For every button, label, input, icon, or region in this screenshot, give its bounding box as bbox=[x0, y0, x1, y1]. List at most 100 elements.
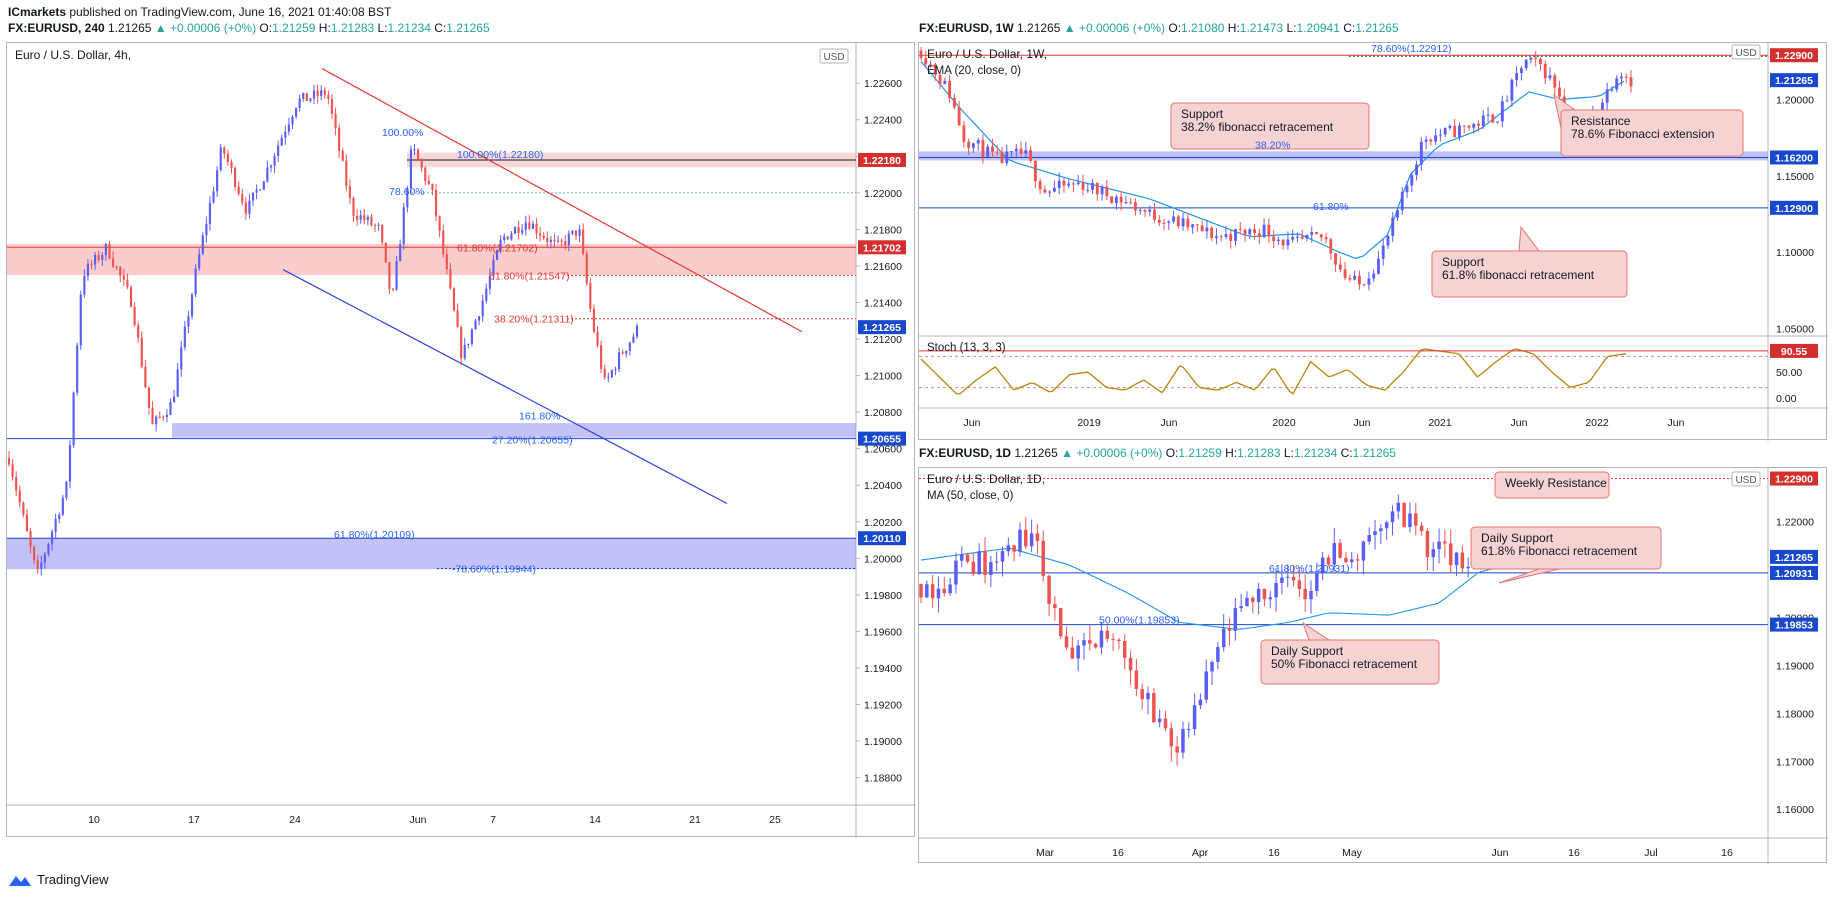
candle-body bbox=[395, 261, 398, 290]
chart-4h-panel[interactable]: 1.226001.224001.222001.220001.218001.216… bbox=[6, 42, 916, 838]
price-tick-label: 1.20800 bbox=[864, 407, 902, 419]
candle-body bbox=[560, 240, 563, 242]
candle-body bbox=[198, 253, 201, 269]
note-resistance-786-line: Resistance bbox=[1571, 114, 1631, 128]
candle-body bbox=[40, 562, 43, 569]
candle-body bbox=[1303, 588, 1307, 600]
candle-body bbox=[348, 186, 351, 199]
price-tick-label: 1.18800 bbox=[864, 773, 902, 785]
candle-body bbox=[600, 345, 603, 369]
candle-body bbox=[1285, 576, 1290, 578]
candle-body bbox=[539, 233, 542, 236]
publisher-name: ICmarkets bbox=[8, 5, 67, 19]
candle-body bbox=[158, 416, 161, 418]
candle-body bbox=[919, 50, 923, 58]
candle-body bbox=[1227, 628, 1232, 631]
time-label: 2020 bbox=[1272, 417, 1296, 429]
note-weekly-resistance-line: Weekly Resistance bbox=[1505, 476, 1607, 490]
candle-body bbox=[1012, 545, 1016, 552]
price-tick-label: 1.20200 bbox=[864, 517, 902, 529]
candle-body bbox=[287, 124, 290, 132]
chart-weekly-panel[interactable]: 1.20000 1.15000 1.10000 1.05000 50.00 0.00 90.… bbox=[918, 42, 1828, 441]
candle-body bbox=[485, 288, 488, 301]
candle-body bbox=[187, 316, 190, 327]
candle-body bbox=[417, 149, 420, 160]
candle-body bbox=[255, 189, 258, 193]
daily-last: 1.21265 bbox=[1014, 446, 1058, 460]
candle-body bbox=[481, 300, 484, 317]
candle-body bbox=[1095, 183, 1099, 195]
daily-high: 1.21283 bbox=[1237, 446, 1281, 460]
left-high: 1.21283 bbox=[330, 21, 375, 35]
candle-body bbox=[1496, 121, 1500, 123]
chart-4h-svg[interactable]: 1.226001.224001.222001.220001.218001.216… bbox=[7, 43, 916, 838]
candle-body bbox=[295, 107, 298, 117]
candle-body bbox=[140, 337, 143, 367]
candle-body bbox=[1367, 535, 1371, 542]
candle-body bbox=[610, 370, 613, 377]
note-support-382-box bbox=[1170, 102, 1370, 150]
candle-body bbox=[18, 490, 21, 503]
note-support-618-box bbox=[1431, 250, 1628, 298]
price-tag-1.21702: 1.21702 bbox=[863, 242, 901, 254]
candle-body bbox=[585, 253, 588, 284]
price-tag-1.16200-bg bbox=[1770, 150, 1818, 165]
candle-body bbox=[936, 588, 941, 599]
candle-body bbox=[1157, 718, 1162, 723]
fib-label: -78.60%(1.19944) bbox=[452, 564, 536, 576]
candle-body bbox=[607, 376, 610, 378]
candle-body bbox=[1114, 196, 1118, 204]
fib-label: 61.80%(1.21547) bbox=[489, 271, 570, 283]
price-tag-1.22180-bg bbox=[858, 152, 906, 167]
currency-badge: USD bbox=[1735, 475, 1756, 486]
candle-body bbox=[513, 227, 517, 234]
candle-body bbox=[1024, 150, 1028, 154]
note-daily-support-618-tail bbox=[1498, 568, 1560, 584]
candle-body bbox=[1319, 234, 1323, 238]
chart-weekly-svg[interactable]: 1.20000 1.15000 1.10000 1.05000 50.00 0.00 90.… bbox=[919, 43, 1828, 441]
candle-body bbox=[1410, 175, 1414, 186]
candle-body bbox=[1291, 576, 1296, 581]
fib-label: 61.80%(1.20931) bbox=[1269, 563, 1350, 575]
candle-body bbox=[614, 369, 617, 371]
candle-body bbox=[298, 98, 301, 108]
price-tick-label: 1.19600 bbox=[864, 626, 902, 638]
candle-body bbox=[1434, 135, 1438, 142]
chart-daily-panel[interactable]: 1.220001.210001.200001.190001.180001.170… bbox=[918, 467, 1828, 864]
candle-body bbox=[94, 254, 97, 265]
candle-body bbox=[1372, 273, 1376, 279]
published-text: published on TradingView.com, June 16, 2… bbox=[69, 5, 392, 19]
candle-body bbox=[1076, 645, 1080, 659]
candle-body bbox=[1070, 647, 1075, 659]
currency-badge-box bbox=[819, 48, 849, 64]
candle-body bbox=[1390, 511, 1395, 523]
weekly-open: 1.21080 bbox=[1181, 21, 1225, 35]
candle-body bbox=[413, 149, 416, 151]
candle-body bbox=[1088, 640, 1092, 644]
candle-body bbox=[1140, 688, 1144, 700]
candle-body bbox=[1210, 661, 1214, 672]
weekly-last: 1.21265 bbox=[1017, 21, 1061, 35]
candle-body bbox=[334, 113, 337, 128]
candle-body bbox=[1163, 718, 1168, 729]
tradingview-logo[interactable]: TradingView bbox=[8, 872, 109, 887]
candle-body bbox=[1062, 180, 1066, 186]
candle-body bbox=[72, 392, 75, 446]
price-tag-1.20931-bg bbox=[1770, 565, 1818, 580]
candle-body bbox=[58, 514, 61, 520]
chart-daily-svg[interactable]: 1.220001.210001.200001.190001.180001.170… bbox=[919, 468, 1828, 864]
price-tag-1.20655-bg bbox=[858, 431, 906, 446]
candle-body bbox=[1024, 529, 1028, 547]
weekly-symbol-info: FX:EURUSD, 1W 1.21265 ▲ +0.00006 (+0%) O… bbox=[919, 21, 1399, 35]
candle-body bbox=[589, 283, 592, 309]
candle-body bbox=[305, 93, 308, 101]
candle-body bbox=[1334, 253, 1337, 265]
candle-body bbox=[97, 254, 100, 261]
price-tag-1.20110-bg bbox=[858, 531, 906, 546]
candle-body bbox=[1245, 597, 1249, 607]
price-tick-label: 1.15000 bbox=[1776, 171, 1814, 183]
candle-body bbox=[359, 215, 362, 220]
candle-body bbox=[122, 275, 125, 280]
candle-body bbox=[1481, 115, 1485, 126]
candle-body bbox=[456, 310, 459, 328]
